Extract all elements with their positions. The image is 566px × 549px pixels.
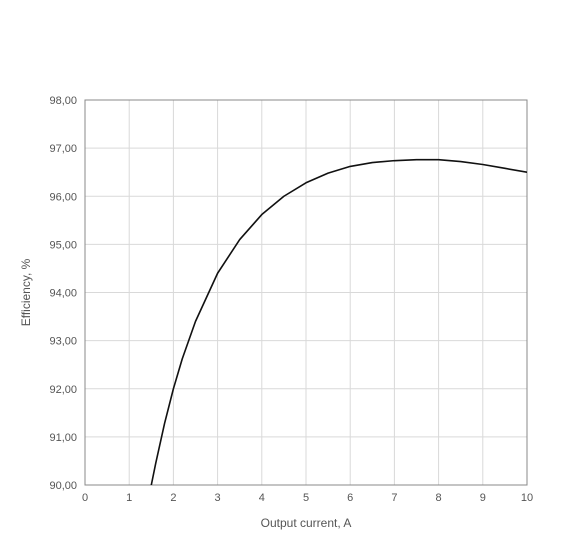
- y-tick-label: 95,00: [49, 239, 77, 251]
- y-tick-label: 93,00: [49, 336, 77, 348]
- efficiency-chart: 0 1 2 3 4 5 6 7 8 9 10 90,00 91,00 92,00 93,00 94,00 95,…: [0, 0, 566, 549]
- x-tick-label: 9: [480, 492, 486, 504]
- x-tick-label: 2: [170, 492, 176, 504]
- x-tick-label: 0: [82, 492, 88, 504]
- x-tick-label: 7: [391, 492, 397, 504]
- y-tick-label: 94,00: [49, 288, 77, 300]
- x-axis-label: Output current, A: [261, 516, 352, 530]
- x-tick-label: 4: [259, 492, 265, 504]
- x-tick-label: 5: [303, 492, 309, 504]
- x-tick-label: 8: [436, 492, 442, 504]
- x-tick-label: 1: [126, 492, 132, 504]
- y-tick-label: 97,00: [49, 143, 77, 155]
- x-tick-label: 3: [215, 492, 221, 504]
- x-tick-label: 6: [347, 492, 353, 504]
- x-tick-label: 10: [521, 492, 533, 504]
- y-tick-label: 96,00: [49, 191, 77, 203]
- y-tick-label: 90,00: [49, 480, 77, 492]
- chart-page: Efficiency 01234567891090,0091,0092,0093…: [0, 0, 566, 549]
- y-axis-label: Efficiency, %: [19, 258, 33, 326]
- y-tick-label: 91,00: [49, 432, 77, 444]
- chart-container: 0 1 2 3 4 5 6 7 8 9 10 90,00 91,00 92,00 93,00 94,00 95,…: [0, 0, 566, 549]
- y-tick-label: 98,00: [49, 95, 77, 107]
- y-tick-label: 92,00: [49, 384, 77, 396]
